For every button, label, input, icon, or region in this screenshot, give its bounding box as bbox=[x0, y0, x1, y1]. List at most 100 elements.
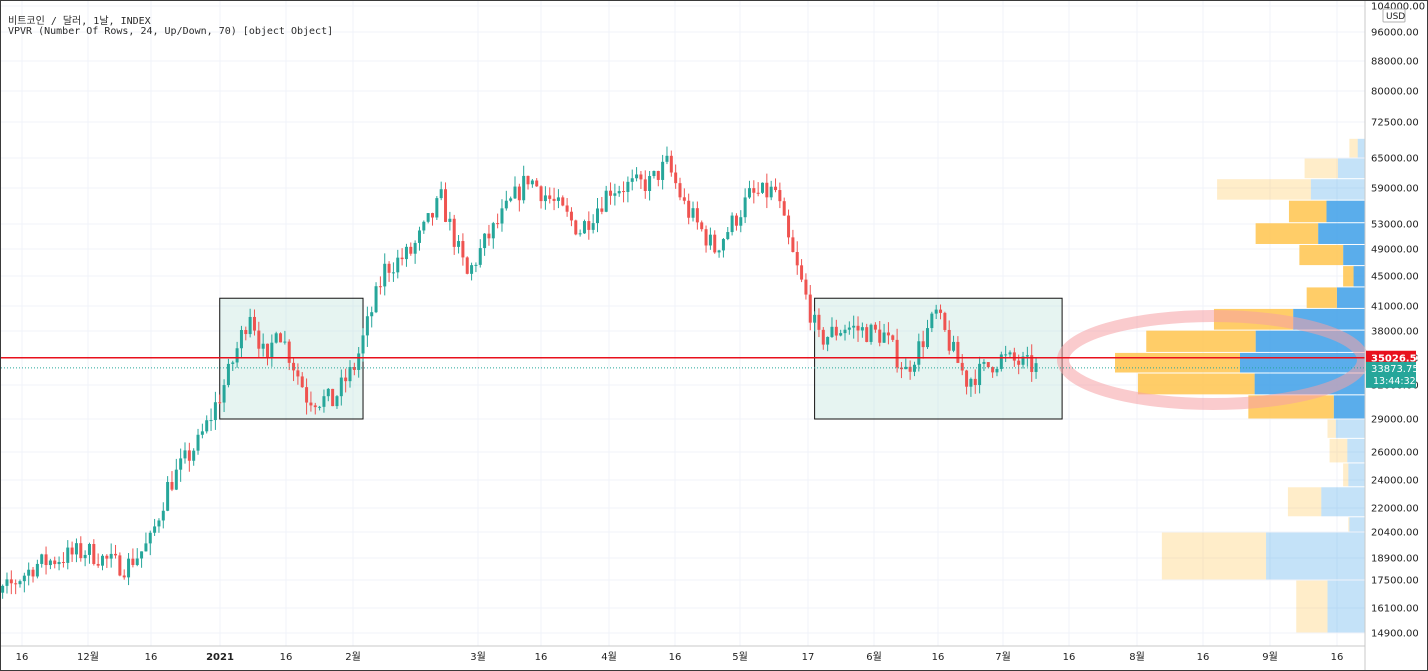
candle-body bbox=[192, 450, 196, 461]
candle-body bbox=[939, 309, 943, 313]
candle-body bbox=[257, 330, 261, 349]
price-tick-label: 104000.00 bbox=[1371, 2, 1425, 13]
candle-body bbox=[491, 223, 495, 239]
candle-body bbox=[300, 376, 304, 388]
candle-body bbox=[782, 201, 786, 216]
candle-body bbox=[270, 342, 274, 358]
candle-body bbox=[461, 241, 465, 258]
candle-body bbox=[487, 233, 491, 239]
candle-body bbox=[778, 190, 782, 202]
candle-body bbox=[396, 257, 400, 273]
candle-body bbox=[478, 248, 482, 265]
candle-body bbox=[409, 246, 413, 254]
candle-body bbox=[470, 265, 474, 274]
profile-bar-up bbox=[1137, 373, 1255, 395]
candle-body bbox=[635, 174, 639, 179]
candle-body bbox=[930, 313, 934, 329]
candle-body bbox=[305, 387, 309, 403]
candle-body bbox=[917, 341, 921, 365]
candle-body bbox=[179, 458, 183, 470]
candle-body bbox=[448, 218, 452, 222]
candle-body bbox=[787, 215, 791, 238]
profile-bar-down bbox=[1353, 266, 1365, 287]
candle-body bbox=[92, 544, 96, 564]
candle-body bbox=[982, 362, 986, 364]
candle-body bbox=[561, 197, 565, 206]
candle-body bbox=[908, 366, 912, 372]
candle-body bbox=[969, 378, 973, 387]
candle-body bbox=[869, 324, 873, 342]
candle-body bbox=[973, 378, 977, 386]
candle-body bbox=[999, 354, 1003, 369]
candle-body bbox=[439, 189, 443, 199]
candle-body bbox=[292, 362, 296, 371]
candle-body bbox=[682, 197, 686, 201]
candle-body bbox=[144, 543, 148, 552]
candle-body bbox=[535, 180, 539, 187]
candle-body bbox=[991, 367, 995, 373]
candle-body bbox=[878, 329, 882, 343]
candle-body bbox=[821, 329, 825, 345]
candle-body bbox=[261, 343, 265, 349]
candle-body bbox=[513, 186, 517, 199]
candle-body bbox=[157, 520, 161, 527]
candle-body bbox=[943, 312, 947, 330]
currency-badge bbox=[1382, 8, 1406, 23]
profile-bar-down bbox=[1327, 580, 1365, 633]
candle-body bbox=[700, 222, 704, 230]
candle-body bbox=[18, 581, 22, 585]
candle-body bbox=[1017, 360, 1021, 365]
time-tick-label: 17 bbox=[802, 652, 815, 663]
time-axis[interactable]: 16 12월 16 2021 16 2월 3월 16 4월 16 5월 17 6월 16 7월 16 8월 16 9… bbox=[1, 645, 1365, 663]
candle-body bbox=[248, 316, 252, 335]
time-tick-label: 12월 bbox=[77, 651, 99, 663]
candle-body bbox=[452, 218, 456, 247]
profile-bar-up bbox=[1327, 419, 1336, 438]
candle-body bbox=[756, 192, 760, 194]
time-tick-label: 16 bbox=[1197, 652, 1210, 663]
candle-body bbox=[526, 175, 530, 185]
candle-body bbox=[140, 551, 144, 559]
candle-body bbox=[335, 396, 339, 407]
candle-body bbox=[652, 170, 656, 177]
price-tick-label: 45000.00 bbox=[1371, 272, 1419, 283]
profile-bar-up bbox=[1288, 200, 1327, 223]
candle-body bbox=[135, 558, 139, 566]
price-tick-label: 59000.00 bbox=[1371, 184, 1419, 195]
candle-body bbox=[114, 553, 118, 556]
candle-body bbox=[509, 198, 513, 201]
candle-body bbox=[378, 286, 382, 288]
candle-body bbox=[717, 250, 721, 253]
candle-body bbox=[101, 555, 104, 566]
candle-body bbox=[244, 330, 248, 335]
indicator-legend[interactable]: VPVR (Number Of Rows, 24, Up/Down, 70) [… bbox=[8, 26, 334, 37]
candle-body bbox=[895, 339, 899, 368]
candle-body bbox=[882, 332, 886, 343]
candle-body bbox=[48, 560, 52, 566]
candle-body bbox=[231, 362, 235, 364]
time-tick-label: 16 bbox=[535, 652, 548, 663]
candle-body bbox=[747, 188, 751, 198]
price-tick-label: 26000.00 bbox=[1371, 448, 1419, 459]
candle-body bbox=[674, 172, 678, 184]
candle-body bbox=[804, 279, 808, 295]
time-tick-label: 2021 bbox=[206, 652, 234, 663]
candle-body bbox=[926, 328, 929, 348]
candle-body bbox=[695, 208, 699, 223]
candle-body bbox=[860, 327, 864, 331]
candle-body bbox=[387, 263, 391, 273]
candle-body bbox=[496, 223, 500, 225]
candle-body bbox=[578, 233, 582, 235]
candle-body bbox=[504, 200, 508, 209]
candle-body bbox=[352, 366, 356, 370]
candle-body bbox=[35, 563, 39, 577]
candle-body bbox=[404, 246, 408, 260]
candle-body bbox=[904, 366, 908, 370]
price-tick-label: 22000.00 bbox=[1371, 504, 1419, 515]
candle-body bbox=[361, 335, 365, 354]
price-tick-label: 24000.00 bbox=[1371, 476, 1419, 487]
price-axis[interactable]: 104000.00 96000.00 88000.00 80000.00 72500.0… bbox=[1364, 1, 1425, 670]
candle-body bbox=[44, 554, 48, 566]
candle-body bbox=[921, 341, 925, 348]
